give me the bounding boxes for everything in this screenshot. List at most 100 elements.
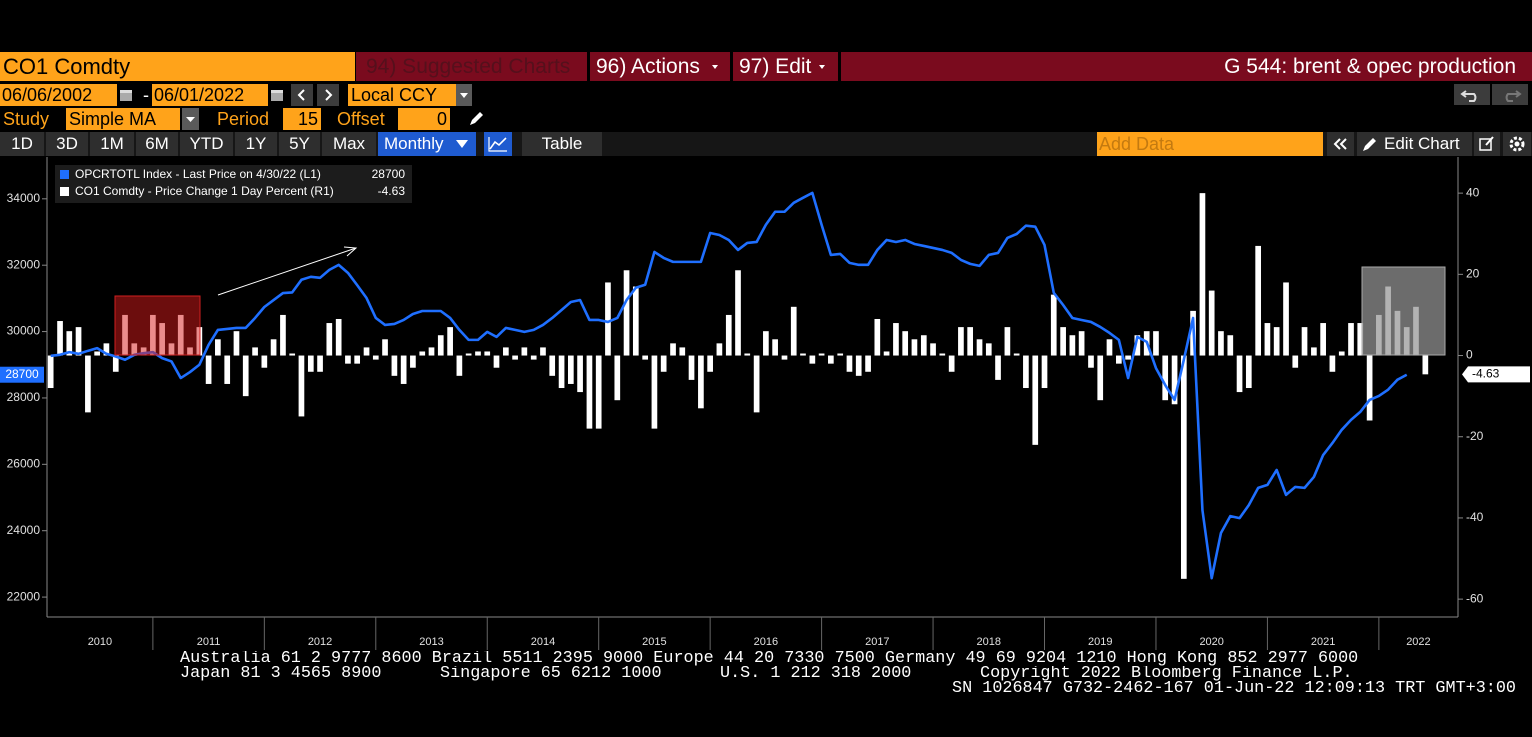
- bar: [335, 318, 342, 356]
- highlight-box: [114, 295, 201, 356]
- prev-button[interactable]: [291, 84, 313, 106]
- bar: [1162, 355, 1169, 401]
- redo-button[interactable]: [1492, 84, 1528, 105]
- offset-field[interactable]: 0: [398, 108, 450, 130]
- bar: [1208, 290, 1215, 356]
- collapse-button[interactable]: [1327, 132, 1354, 156]
- bar: [818, 353, 825, 356]
- y2-tick-label: -40: [1466, 510, 1484, 524]
- bar: [307, 355, 314, 372]
- bar: [642, 355, 649, 360]
- dropdown-button[interactable]: [182, 108, 199, 130]
- bar: [540, 347, 546, 356]
- bar: [985, 343, 992, 356]
- bar: [1106, 339, 1113, 356]
- bar: [326, 323, 333, 356]
- dropdown-button[interactable]: [456, 84, 472, 106]
- date-separator: -: [143, 85, 149, 105]
- bar: [345, 355, 351, 364]
- menu-item[interactable]: 96) Actions: [596, 55, 700, 78]
- bar: [103, 343, 110, 356]
- footer-text: Copyright 2022 Bloomberg Finance L.P.: [980, 666, 1353, 681]
- range-button[interactable]: 6M: [136, 132, 178, 156]
- y-tick-label: 26000: [7, 457, 41, 471]
- bar: [1283, 282, 1289, 356]
- study-field[interactable]: Simple MA: [66, 108, 180, 130]
- bar: [707, 355, 713, 372]
- overlay: OPCRTOTL Index - Last Price on 4/30/22 (…: [0, 165, 1530, 383]
- bar: [400, 355, 407, 384]
- y-tick-label: 24000: [7, 523, 41, 537]
- bar: [1218, 331, 1224, 356]
- pencil-icon[interactable]: [466, 109, 486, 129]
- end-date[interactable]: 06/01/2022: [152, 84, 268, 106]
- settings-button[interactable]: [1503, 132, 1531, 156]
- x-tick-label: 2021: [1311, 636, 1335, 648]
- y-tick-label: 22000: [7, 589, 41, 603]
- chart-type-button[interactable]: [484, 132, 512, 156]
- bar: [1357, 323, 1364, 356]
- bar: [391, 355, 398, 376]
- bar: [772, 339, 778, 356]
- bar: [1023, 355, 1029, 389]
- bar: [744, 353, 751, 356]
- bar: [930, 343, 936, 356]
- annotate-button[interactable]: [1474, 132, 1500, 156]
- next-button[interactable]: [317, 84, 339, 106]
- bar: [1348, 323, 1354, 356]
- offset-label: Offset: [337, 109, 385, 129]
- last-value-tag: [1462, 366, 1530, 383]
- bar: [763, 331, 769, 356]
- bar: [47, 355, 54, 389]
- bar: [1041, 355, 1048, 389]
- range-button[interactable]: 1M: [90, 132, 134, 156]
- range-button[interactable]: 5Y: [279, 132, 320, 156]
- bar: [484, 351, 491, 356]
- bar: [475, 351, 481, 356]
- chart-name: G 544: brent & opec production: [1224, 55, 1516, 78]
- y2-tick-label: -20: [1466, 429, 1484, 443]
- period-field[interactable]: 15: [283, 108, 321, 130]
- bar: [1180, 355, 1187, 579]
- security-field[interactable]: CO1 Comdty: [0, 52, 355, 81]
- table-button[interactable]: Table: [522, 132, 602, 156]
- range-button[interactable]: 3D: [46, 132, 88, 156]
- bar: [837, 353, 844, 356]
- bar: [1060, 327, 1066, 356]
- bar: [1153, 331, 1159, 356]
- legend-swatch: [60, 187, 69, 196]
- bar: [372, 355, 379, 360]
- plot-area: 22000 24000 26000 28000 30000 32000 34000 -60 -4…: [7, 157, 1484, 650]
- legend-swatch: [60, 170, 69, 179]
- range-button[interactable]: YTD: [180, 132, 233, 156]
- bar: [419, 351, 426, 356]
- bar: [1338, 351, 1345, 356]
- bar: [558, 355, 565, 389]
- bar: [670, 343, 676, 356]
- pencil-icon[interactable]: [1357, 132, 1383, 156]
- edit-chart-button[interactable]: Edit Chart: [1382, 132, 1472, 156]
- range-button[interactable]: 1Y: [235, 132, 277, 156]
- footer-text: Singapore 65 6212 1000: [440, 666, 662, 681]
- menu-item[interactable]: 94) Suggested Charts: [366, 55, 571, 78]
- start-date[interactable]: 06/06/2002: [0, 84, 117, 106]
- bar: [428, 347, 435, 356]
- range-button[interactable]: Max: [322, 132, 376, 156]
- menu-item[interactable]: 97) Edit: [739, 55, 812, 78]
- add-data-field[interactable]: Add Data: [1097, 132, 1323, 156]
- last-value-tag: [0, 366, 44, 383]
- bar: [893, 323, 899, 356]
- bar: [1032, 355, 1039, 445]
- bar: [1013, 353, 1020, 356]
- bar: [567, 355, 574, 384]
- undo-button[interactable]: [1454, 84, 1490, 105]
- range-button[interactable]: 1D: [0, 132, 44, 156]
- calendar-icon[interactable]: [119, 87, 133, 103]
- bar: [382, 339, 388, 356]
- y2-tick-label: 40: [1466, 185, 1480, 199]
- currency-field[interactable]: Local CCY: [348, 84, 456, 106]
- bar: [623, 270, 630, 356]
- bar: [1078, 331, 1085, 356]
- calendar-icon[interactable]: [270, 87, 284, 103]
